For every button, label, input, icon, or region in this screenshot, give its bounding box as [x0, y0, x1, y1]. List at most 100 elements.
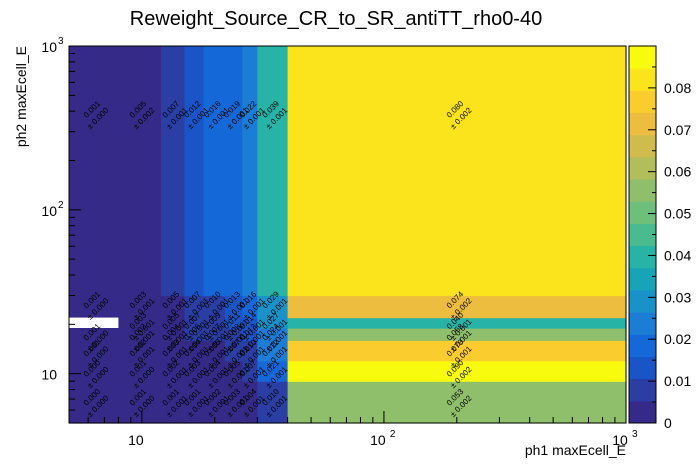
colorbar-segment — [629, 267, 656, 291]
x-axis-label: ph1 maxEcell_E — [525, 442, 626, 458]
colorbar-segment — [629, 156, 656, 180]
heatmap-cell — [118, 328, 162, 341]
heatmap-cell — [69, 340, 120, 362]
heatmap-cell — [161, 360, 186, 382]
colorbar-segment — [629, 46, 656, 69]
colorbar-segment — [629, 201, 656, 224]
heatmap-cell — [184, 295, 205, 310]
heatmap-cell — [161, 328, 186, 341]
colorbar-segment — [629, 378, 656, 402]
heatmap-cell — [203, 308, 226, 319]
heatmap-cell — [203, 46, 226, 297]
heatmap-cell — [203, 360, 226, 382]
heatmap-cell — [203, 295, 226, 310]
heatmap-cell — [69, 381, 120, 424]
heatmap-cell — [242, 340, 258, 362]
heatmap-cell — [242, 308, 258, 319]
heatmap-cell — [69, 360, 120, 382]
heatmap-cell — [184, 328, 205, 341]
x-tick-exponent: 3 — [632, 429, 638, 440]
heatmap-cell — [118, 308, 162, 319]
plot-frame — [68, 45, 627, 424]
heatmap-cell — [184, 317, 205, 329]
colorbar-tick-label: 0.04 — [664, 247, 691, 263]
heatmap-cell — [257, 317, 289, 329]
heatmap-cell — [118, 360, 162, 382]
heatmap-cell — [257, 381, 289, 424]
heatmap-cell — [161, 381, 186, 424]
heatmap-cell — [161, 340, 186, 362]
colorbar-segment — [629, 223, 656, 247]
colorbar-tick-label: 0.02 — [664, 331, 691, 347]
heatmap-cell — [184, 46, 205, 297]
heatmap-cell — [287, 317, 627, 329]
heatmap-cell — [257, 308, 289, 319]
heatmap-cell — [184, 360, 205, 382]
colorbar-tick-label: 0.07 — [664, 122, 691, 138]
chart-title: Reweight_Source_CR_to_SR_antiTT_rho0-40 — [130, 8, 542, 30]
heatmap-cell — [287, 308, 627, 319]
heatmap-cell — [242, 360, 258, 382]
heatmap-cell — [224, 328, 243, 341]
empty-cell — [69, 317, 119, 329]
colorbar-segment — [629, 400, 656, 424]
colorbar-tick-label: 0.05 — [664, 206, 691, 222]
y-tick-label: 10 — [41, 39, 57, 55]
x-tick-exponent: 2 — [390, 429, 396, 440]
heatmap-cell — [287, 340, 627, 362]
colorbar-tick-label: 0.06 — [664, 164, 691, 180]
heatmap-cell — [257, 295, 289, 310]
heatmap-cell — [224, 360, 243, 382]
heatmap-cell — [161, 308, 186, 319]
colorbar-tick-label: 0.03 — [664, 289, 691, 305]
heatmap-cell — [224, 308, 243, 319]
colorbar-segment — [629, 68, 656, 91]
colorbar-segment — [629, 289, 656, 313]
heatmap-cell — [242, 46, 258, 297]
colorbar-tick-label: 0 — [664, 415, 672, 431]
colorbar-segment — [629, 90, 656, 114]
heatmap-cell — [203, 381, 226, 424]
heatmap-cell — [287, 46, 627, 297]
heatmap-cell — [118, 381, 162, 424]
y-axis-label: ph2 maxEcell_E — [13, 46, 29, 147]
heatmap-cell — [287, 381, 627, 424]
heatmap-cell — [242, 381, 258, 424]
heatmap-cell — [118, 317, 162, 329]
y-tick-label: 10 — [41, 203, 57, 219]
y-tick-exponent: 2 — [58, 200, 64, 211]
heatmap-cell — [203, 328, 226, 341]
heatmap-cell — [203, 340, 226, 362]
heatmap-cell — [161, 295, 186, 310]
heatmap-cell — [69, 295, 120, 310]
heatmap-cell — [69, 308, 120, 319]
heatmap-cell — [242, 328, 258, 341]
x-tick-label: 10 — [612, 432, 628, 448]
heatmap-cell — [69, 328, 120, 341]
colorbar-segment — [629, 134, 656, 158]
heatmap-cell — [257, 328, 289, 341]
x-tick-label: 10 — [370, 432, 386, 448]
heatmap-cell — [257, 360, 289, 382]
heatmap-cell — [161, 46, 186, 297]
heatmap-cell — [224, 340, 243, 362]
heatmap-cells — [69, 46, 627, 424]
heatmap-cell — [184, 381, 205, 424]
cell-labels: 0.000± 0.000 0.001± 0.000 0.001± 0.0010.00… — [82, 99, 474, 419]
heatmap-cell — [287, 295, 627, 310]
colorbar-segment — [629, 112, 656, 136]
heatmap-cell — [203, 317, 226, 329]
heatmap-cell — [118, 295, 162, 310]
colorbar-segment — [629, 245, 656, 269]
heatmap-cell — [69, 46, 120, 297]
colorbar-tick-label: 0.08 — [664, 80, 691, 96]
heatmap-cell — [118, 46, 162, 297]
heatmap-cell — [184, 308, 205, 319]
colorbar: 0 0.01 0.02 0.03 0.04 0.05 0.06 0.07 0.08 — [628, 45, 691, 431]
heatmap-cell — [224, 295, 243, 310]
colorbar-tick-label: 0.01 — [664, 373, 691, 389]
x-tick-label: 10 — [128, 432, 144, 448]
heatmap-cell — [287, 360, 627, 382]
